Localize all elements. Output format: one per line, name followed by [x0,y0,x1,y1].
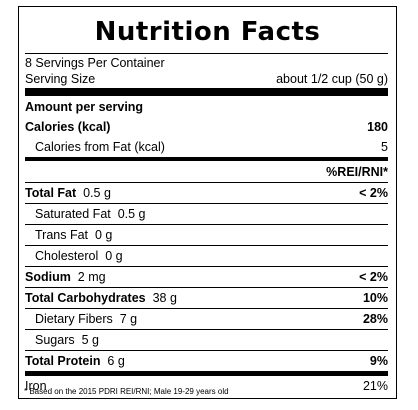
serving-size-label: Serving Size [25,72,96,86]
calories-value: 180 [367,120,388,134]
row-divider [25,224,388,225]
nutrient-name: Trans Fat [35,228,89,242]
nutrient-name: Sodium [25,270,71,284]
thick-divider-bottom [25,371,388,376]
servings-row: 8 Servings Per Container [25,55,388,71]
thick-divider [25,88,388,96]
nutrient-amount: 0.5 g [117,207,146,221]
nutrient-row-cholesterol: Cholesterol 0 g [25,246,388,266]
nutrient-pct: 9% [369,354,388,368]
nutrient-name: Cholesterol [35,249,99,263]
rei-header: %REI/RNI* [326,165,388,179]
nutrient-amount: 38 g [152,291,177,305]
calories-label: Calories (kcal) [25,120,111,134]
panel-title: Nutrition Facts [94,17,321,47]
nutrient-name: Saturated Fat [35,207,111,221]
nutrient-name: Sugars [35,333,75,347]
row-divider [25,182,388,183]
nutrient-name: Total Fat [25,186,77,200]
nutrient-amount: 0 g [94,228,113,242]
iron-row: Iron 21% [25,376,388,395]
amount-per-serving: Amount per serving [25,100,144,114]
nutrient-pct: 10% [362,291,388,305]
iron-label: Iron [25,378,47,393]
row-divider [25,266,388,267]
amount-per-serving-row: Amount per serving [25,97,388,117]
row-divider [25,350,388,351]
row-divider [25,245,388,246]
row-divider [25,308,388,309]
nutrient-row-sodium: Sodium 2 mg < 2% [25,267,388,287]
nutrient-row-dietary-fibers: Dietary Fibers 7 g 28% [25,309,388,329]
nutrient-amount: 5 g [81,333,99,347]
nutrient-amount: 6 g [107,354,125,368]
serving-size-value: about 1/2 cup (50 g) [276,72,388,86]
nutrient-amount: 2 mg [77,270,106,284]
nutrient-row-saturated-fat: Saturated Fat 0.5 g [25,204,388,224]
nutrient-row-total-protein: Total Protein 6 g 9% [25,351,388,371]
nutrient-pct: < 2% [359,270,388,284]
calories-from-fat-value: 5 [381,140,388,154]
iron-pct: 21% [362,378,388,393]
nutrient-name: Total Protein [25,354,101,368]
nutrient-pct: < 2% [359,186,388,200]
nutrition-facts-panel: Nutrition Facts 8 Servings Per Container… [18,6,397,399]
nutrient-pct: 28% [362,312,388,326]
title-rule [25,53,388,54]
calories-from-fat-row: Calories from Fat (kcal) 5 [25,137,388,157]
servings-per-container: 8 Servings Per Container [25,56,165,70]
nutrient-row-trans-fat: Trans Fat 0 g [25,225,388,245]
nutrient-row-total-fat: Total Fat 0.5 g < 2% [25,183,388,203]
nutrient-name: Total Carbohydrates [25,291,146,305]
nutrient-row-total-carbohydrates: Total Carbohydrates 38 g 10% [25,288,388,308]
nutrient-amount: 0 g [105,249,123,263]
serving-size-row: Serving Size about 1/2 cup (50 g) [25,71,388,87]
medium-divider [25,157,388,161]
row-divider [25,287,388,288]
nutrient-amount: 0.5 g [83,186,111,200]
row-divider [25,203,388,204]
rei-header-row: %REI/RNI* [25,162,388,182]
footnote: * Based on the 2015 PDRI REI/RNI; Male 1… [24,387,229,396]
nutrient-amount: 7 g [119,312,138,326]
calories-from-fat-label: Calories from Fat (kcal) [35,140,165,154]
nutrient-name: Dietary Fibers [35,312,113,326]
nutrient-row-sugars: Sugars 5 g [25,330,388,350]
calories-row: Calories (kcal) 180 [25,117,388,137]
row-divider [25,329,388,330]
